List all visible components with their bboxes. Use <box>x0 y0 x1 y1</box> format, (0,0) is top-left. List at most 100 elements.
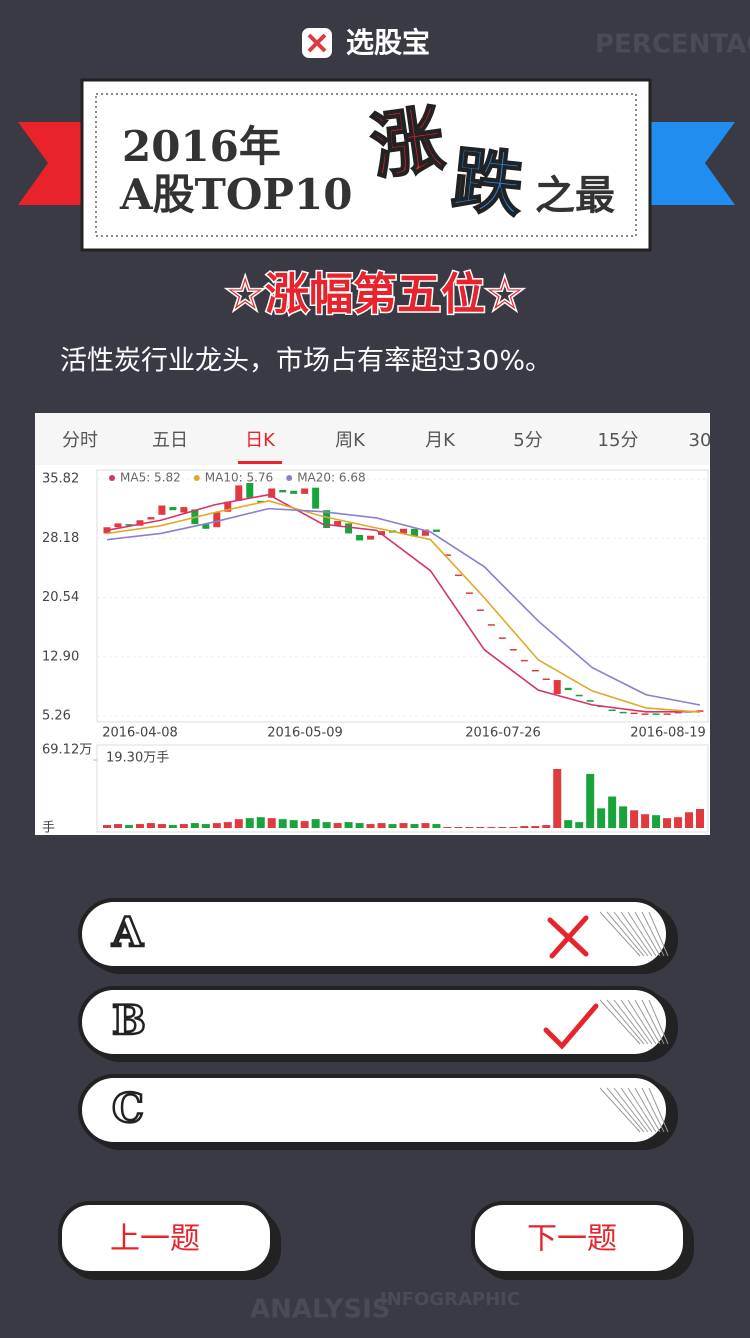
option-hatch <box>599 911 641 957</box>
volume-bar <box>245 818 254 828</box>
candle <box>345 523 353 534</box>
option-button[interactable] <box>78 1074 670 1146</box>
option-button[interactable] <box>78 986 670 1058</box>
candle <box>257 500 265 503</box>
volume-bar <box>586 773 595 828</box>
candle <box>235 485 243 501</box>
candle <box>432 529 440 532</box>
option-label[interactable]: C <box>111 1084 145 1134</box>
volume-bar <box>575 822 584 828</box>
volume-bar <box>267 818 276 828</box>
volume-bar <box>421 823 430 828</box>
volume-bar <box>608 796 617 828</box>
candle <box>356 534 364 541</box>
ribbon-right <box>650 122 735 205</box>
candle <box>421 529 429 536</box>
volume-bar <box>443 827 452 828</box>
candle <box>564 687 572 691</box>
candle <box>114 523 122 528</box>
volume-bar <box>201 824 210 828</box>
tab[interactable]: 月K <box>425 430 456 451</box>
tab[interactable]: 30 <box>689 430 712 451</box>
legend-dot <box>193 475 200 481</box>
tab-underline <box>238 461 282 464</box>
candle <box>531 669 539 672</box>
next-label[interactable]: 下一题 <box>527 1222 617 1257</box>
volume-bar <box>476 827 485 828</box>
option-button[interactable] <box>78 898 670 970</box>
candle <box>641 713 649 715</box>
volume-bar <box>289 820 298 828</box>
volume-bar <box>113 824 122 828</box>
option-hatch <box>634 999 661 1045</box>
x-tick-label: 2016-08-19 <box>630 726 706 741</box>
volume-bar <box>234 819 243 828</box>
x-tick-label: 2016-04-08 <box>102 726 178 741</box>
volume-bar <box>465 827 474 828</box>
bg-text: ANALYSIS <box>250 1295 390 1325</box>
volume-bar <box>509 827 518 828</box>
logo-mark <box>307 33 327 53</box>
volume-bar <box>333 823 342 828</box>
option-hatch <box>634 1087 661 1133</box>
option-hatch <box>620 1087 653 1133</box>
candle <box>367 535 375 540</box>
prev-label[interactable]: 上一题 <box>110 1222 200 1257</box>
candle <box>553 680 561 694</box>
volume-bar <box>157 824 166 828</box>
volume-bar <box>124 825 133 828</box>
chart-panel <box>35 413 710 835</box>
legend-label: MA5: 5.82 <box>120 471 181 485</box>
candle <box>410 528 418 537</box>
candle <box>608 709 616 712</box>
option-hatch <box>606 999 645 1045</box>
candle <box>586 700 594 702</box>
ma-line <box>106 500 701 713</box>
volume-bar <box>322 822 331 828</box>
option-label[interactable]: B <box>111 996 147 1046</box>
next-button[interactable] <box>471 1201 687 1275</box>
candle <box>520 659 528 662</box>
option-hatch <box>613 1087 649 1133</box>
ma-line <box>106 507 701 706</box>
option-hatch <box>648 999 669 1045</box>
tab[interactable]: 五日 <box>152 430 188 451</box>
volume-bar <box>300 821 309 828</box>
legend-label: MA10: 5.76 <box>205 471 273 485</box>
volume-bar <box>388 824 397 828</box>
volume-bar <box>146 823 155 828</box>
option-label[interactable]: A <box>110 908 146 958</box>
tab[interactable]: 周K <box>335 430 366 451</box>
candle <box>542 678 550 680</box>
option-hatch <box>599 1087 641 1133</box>
candle <box>509 649 517 651</box>
candle <box>454 574 462 577</box>
tab[interactable]: 分时 <box>62 430 98 451</box>
volume-bar <box>355 823 364 828</box>
prev-button[interactable] <box>58 1201 274 1275</box>
option-hatch <box>634 911 661 957</box>
x-tick-label: 2016-07-26 <box>465 726 541 741</box>
tab[interactable]: 15分 <box>598 430 639 451</box>
banner-line2: A股TOP10 <box>119 170 352 219</box>
candle <box>213 512 221 528</box>
option-hatch <box>641 999 665 1045</box>
option-hatch <box>641 1087 665 1133</box>
volume-frame <box>96 744 709 833</box>
banner-card <box>80 78 652 252</box>
volume-bar <box>103 825 111 828</box>
tab[interactable]: 日K <box>245 430 276 451</box>
volume-bar <box>454 827 463 828</box>
candle <box>465 592 473 594</box>
options: ABC <box>78 898 678 1150</box>
candle <box>180 507 188 513</box>
volume-bar <box>212 823 221 828</box>
tab[interactable]: 5分 <box>513 430 542 451</box>
volume-current: 19.30万手 <box>106 751 169 766</box>
candle <box>290 490 298 494</box>
candle <box>125 524 133 526</box>
volume-bar <box>564 820 573 828</box>
volume-bar <box>366 824 375 828</box>
option-hatch <box>648 1087 669 1133</box>
